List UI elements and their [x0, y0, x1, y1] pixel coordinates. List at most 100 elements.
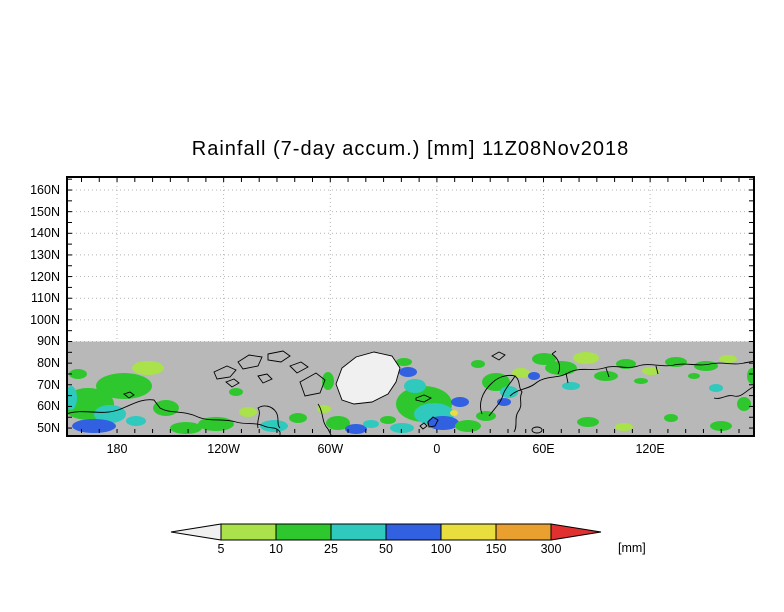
colorbar-labels: 5 10 25 50 100 150 300	[218, 542, 562, 556]
arctic-island	[267, 350, 291, 363]
precip-blob	[322, 372, 334, 390]
colorbar-arrow-left	[170, 523, 222, 541]
x-tick-label: 120E	[635, 442, 665, 456]
precip-blob	[153, 400, 179, 416]
precip-blob	[615, 423, 633, 431]
plot-svg	[66, 176, 755, 437]
coast-river-inlets	[565, 365, 659, 384]
colorbar-segment	[220, 523, 277, 541]
x-tick-label: 0	[433, 442, 441, 456]
y-tick-label: 120N	[30, 269, 60, 284]
precip-blob	[747, 368, 753, 384]
precip-blob	[96, 373, 152, 399]
plot-frame	[66, 176, 755, 437]
island-novaya-zemlya	[551, 350, 561, 375]
y-tick-label: 60N	[37, 399, 60, 414]
colorbar-segment	[440, 523, 497, 541]
precip-blob	[451, 397, 469, 407]
colorbar-unit-label: [mm]	[618, 541, 646, 555]
colorbar-segment	[275, 523, 332, 541]
precip-blob	[427, 416, 459, 430]
precip-blob	[577, 417, 599, 427]
coast-labrador	[317, 403, 332, 435]
precip-blob	[132, 361, 164, 375]
island-baffin	[299, 372, 326, 397]
arctic-island	[289, 361, 309, 374]
precip-blob	[450, 410, 458, 416]
precip-blob	[396, 358, 412, 366]
precip-blob	[497, 398, 511, 406]
precip-blob	[471, 360, 485, 368]
y-tick-label: 150N	[30, 204, 60, 219]
precip-blob	[94, 405, 126, 423]
precip-blob	[260, 420, 288, 432]
lake	[531, 426, 543, 434]
colorbar-level-label: 300	[541, 542, 562, 556]
x-tick-label: 120W	[207, 442, 240, 456]
precip-blob	[634, 378, 648, 384]
y-tick-label: 140N	[30, 226, 60, 241]
colorbar-level-label: 50	[379, 542, 393, 556]
y-tick-label: 50N	[37, 421, 60, 436]
precip-blob	[399, 367, 417, 377]
colorbar-segments	[170, 523, 602, 541]
precip-blob	[642, 367, 660, 375]
precip-blob	[545, 361, 577, 375]
plot-area	[66, 176, 755, 437]
y-tick-label: 100N	[30, 312, 60, 327]
coast-eurasia	[509, 360, 753, 397]
x-tick-label: 60E	[532, 442, 555, 456]
coast-chukotka	[713, 386, 753, 399]
island-greenland	[335, 351, 401, 405]
map-layer	[68, 341, 753, 435]
precip-blob	[694, 361, 718, 371]
precip-blob	[239, 407, 257, 417]
y-tick-label: 70N	[37, 377, 60, 392]
precip-blob	[455, 420, 481, 432]
precip-blob	[69, 369, 87, 379]
coast-baltic	[513, 375, 523, 433]
island-svalbard	[491, 351, 506, 361]
precip-blob	[72, 419, 116, 433]
y-tick-label: 90N	[37, 334, 60, 349]
precip-blob	[688, 373, 700, 379]
precip-blob	[198, 417, 234, 431]
precip-blob	[512, 368, 530, 378]
precip-blob	[562, 382, 580, 390]
colorbar-level-label: 100	[431, 542, 452, 556]
x-tick-label: 60W	[317, 442, 344, 456]
precip-blob	[345, 424, 367, 434]
precip-blob	[664, 414, 678, 422]
colorbar-segment	[495, 523, 552, 541]
y-tick-label: 110N	[31, 291, 60, 306]
precip-blob	[404, 379, 426, 393]
colorbar-arrow-right	[550, 523, 602, 541]
page-title: Rainfall (7-day accum.) [mm] 11Z08Nov201…	[191, 138, 630, 160]
y-tick-label: 160N	[30, 183, 60, 197]
precip-blob	[737, 397, 751, 411]
x-tick-label: 180	[106, 442, 128, 456]
precip-blob	[616, 359, 636, 369]
precip-blob	[710, 421, 732, 431]
colorbar-segment	[385, 523, 442, 541]
arctic-island	[237, 354, 263, 370]
colorbar: 5 10 25 50 100 150 300 [mm]	[166, 520, 726, 562]
colorbar-segment	[330, 523, 387, 541]
coast-hudson-bay	[257, 405, 281, 429]
precip-blob	[326, 416, 350, 430]
island-ireland	[419, 422, 428, 430]
arctic-island	[257, 373, 273, 384]
precip-blobs	[68, 352, 753, 434]
precip-blob	[289, 413, 307, 423]
colorbar-level-label: 150	[486, 542, 507, 556]
y-tick-label: 130N	[30, 247, 60, 262]
island-iceland	[415, 394, 433, 403]
precip-blob	[363, 420, 379, 428]
y-tick-label: 80N	[37, 356, 60, 371]
colorbar-level-label: 5	[218, 542, 225, 556]
precip-blob	[709, 384, 723, 392]
colorbar-level-label: 25	[324, 542, 338, 556]
colorbar-level-label: 10	[269, 542, 283, 556]
precip-blob	[317, 405, 331, 413]
